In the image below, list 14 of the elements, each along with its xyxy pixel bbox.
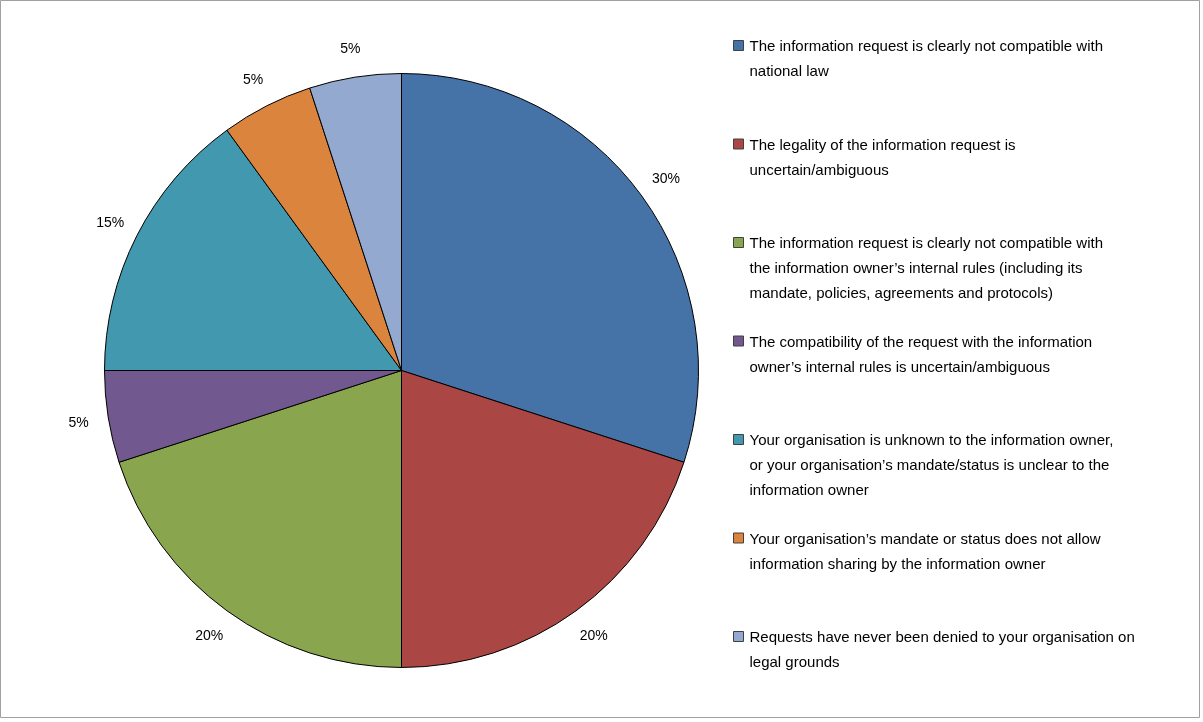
- data-label: 5%: [68, 413, 89, 430]
- legend-label: Your organisation’s mandate or status does not allow information sharing by the information owner: [749, 529, 1101, 572]
- legend-label: Requests have never been denied to your organisation on legal grounds: [749, 628, 1135, 670]
- legend-label: The legality of the information request is uncertain/ambiguous: [749, 135, 1016, 178]
- data-label: 5%: [242, 71, 264, 88]
- data-label: 15%: [96, 214, 125, 231]
- legend-label: The compatibility of the request with the information owner’s internal rules is uncertain/ambiguous: [749, 332, 1093, 375]
- data-label: 20%: [195, 627, 224, 644]
- legend-label: The information request is clearly not compatible with the information owner’s internal rules (including its mandate, policies, agreements and protocols): [749, 234, 1103, 301]
- legend-label: Your organisation is unknown to the information owner, or your organisation’s mandate/status is unclear to the information owner: [749, 431, 1114, 498]
- data-label: 5%: [340, 39, 361, 56]
- data-label: 20%: [579, 627, 608, 644]
- data-label: 30%: [652, 170, 681, 187]
- legend-label: The information request is clearly not compatible with national law: [749, 37, 1103, 79]
